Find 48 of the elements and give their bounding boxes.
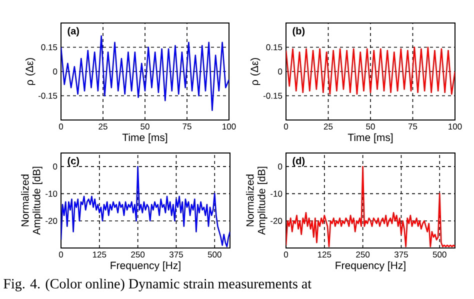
line-series — [61, 35, 229, 111]
y-tick-label: -0.15 — [38, 92, 58, 99]
x-tick-label: 0 — [284, 252, 288, 258]
caption: Fig. 4. (Color online) Dynamic strain measurements at — [4, 278, 312, 292]
x-tick-label: 0 — [284, 124, 288, 130]
y-tick-label: 0 — [278, 164, 282, 170]
line-series — [61, 166, 230, 248]
x-axis-title: Time [ms] — [122, 133, 168, 144]
x-axis-title: Frequency [Hz] — [110, 261, 180, 272]
y-axis-title: Normalized Amplitude [dB] — [246, 166, 268, 235]
x-tick-label: 125 — [92, 252, 106, 258]
annotation: (a) — [68, 27, 79, 36]
y-tick-label: 0 — [53, 164, 58, 170]
x-tick-label: 0 — [58, 124, 64, 130]
y-axis-title: Normalized Amplitude [dB] — [21, 166, 42, 235]
x-tick-label: 250 — [356, 252, 370, 258]
x-tick-label: 100 — [222, 124, 236, 130]
annotation: (b) — [292, 27, 305, 36]
x-tick-label: 50 — [140, 124, 150, 130]
y-tick-label: -0.15 — [263, 92, 282, 99]
y-tick-label: -10 — [270, 190, 282, 197]
x-tick-label: 25 — [98, 124, 108, 130]
x-tick-label: 50 — [366, 124, 375, 130]
x-axis-title: Time [ms] — [348, 133, 393, 144]
x-tick-label: 375 — [169, 252, 183, 258]
x-tick-label: 25 — [324, 124, 333, 130]
y-tick-label: 0 — [53, 68, 58, 74]
x-tick-label: 75 — [408, 124, 418, 130]
y-tick-label: -20 — [270, 218, 282, 224]
x-tick-label: 125 — [318, 252, 332, 258]
annotation: (c) — [68, 157, 80, 166]
x-tick-label: 100 — [448, 124, 462, 130]
line-series — [286, 166, 455, 248]
y-axis-title: ρ (Δε) — [250, 58, 260, 85]
x-tick-label: 75 — [182, 124, 192, 130]
x-tick-label: 500 — [432, 252, 446, 258]
y-tick-label: 0.15 — [266, 44, 282, 50]
annotation: (d) — [292, 157, 305, 166]
x-tick-label: 0 — [58, 252, 64, 258]
y-tick-label: 0.15 — [41, 44, 58, 50]
x-tick-label: 500 — [208, 252, 222, 258]
x-tick-label: 375 — [394, 252, 408, 258]
y-tick-label: 0 — [278, 68, 282, 74]
y-axis-title: ρ (Δε) — [25, 58, 36, 85]
x-tick-label: 250 — [131, 252, 145, 258]
y-tick-label: -20 — [46, 218, 58, 224]
x-axis-title: Frequency [Hz] — [336, 261, 406, 272]
y-tick-label: -10 — [46, 190, 58, 197]
